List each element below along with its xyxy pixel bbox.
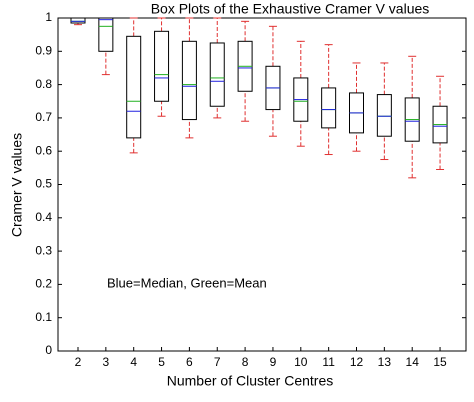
plot-frame [57,17,467,352]
x-tick-label: 15 [433,355,447,369]
box [209,42,225,107]
x-tick-label: 6 [186,355,193,369]
chart-title: Box Plots of the Exhaustive Cramer V val… [151,1,430,17]
x-tick-label: 10 [294,355,308,369]
x-tick-label: 2 [75,355,82,369]
x-tick-label: 3 [103,355,110,369]
box [181,40,197,121]
y-tick-label: 0.1 [35,310,52,324]
x-tick-label: 4 [130,355,137,369]
x-tick-label: 12 [350,355,364,369]
box [321,87,337,129]
y-tick-label: 0.5 [35,177,52,191]
box [154,30,170,102]
x-tick-label: 7 [214,355,221,369]
y-tick-label: 0.6 [35,143,52,157]
x-tick-label: 14 [406,355,420,369]
y-tick-label: 0.7 [35,110,52,124]
x-tick-label: 5 [158,355,165,369]
y-tick-label: 0.3 [35,243,52,257]
y-axis-label: Cramer V values [9,133,25,237]
x-axis-label: Number of Cluster Centres [167,373,334,389]
y-tick-label: 0 [45,343,52,357]
y-tick-label: 0.2 [35,277,52,291]
y-tick-label: 0.8 [35,77,52,91]
x-tick-label: 11 [322,355,335,369]
y-tick-label: 1 [45,10,52,24]
x-tick-label: 8 [242,355,249,369]
annotation: Blue=Median, Green=Mean [107,275,267,290]
box [98,17,114,52]
box [126,35,142,139]
box [376,94,392,137]
x-tick-label: 13 [378,355,392,369]
box [70,17,86,24]
y-tick-label: 0.4 [35,210,52,224]
y-tick-label: 0.9 [35,43,52,57]
x-tick-label: 9 [270,355,277,369]
